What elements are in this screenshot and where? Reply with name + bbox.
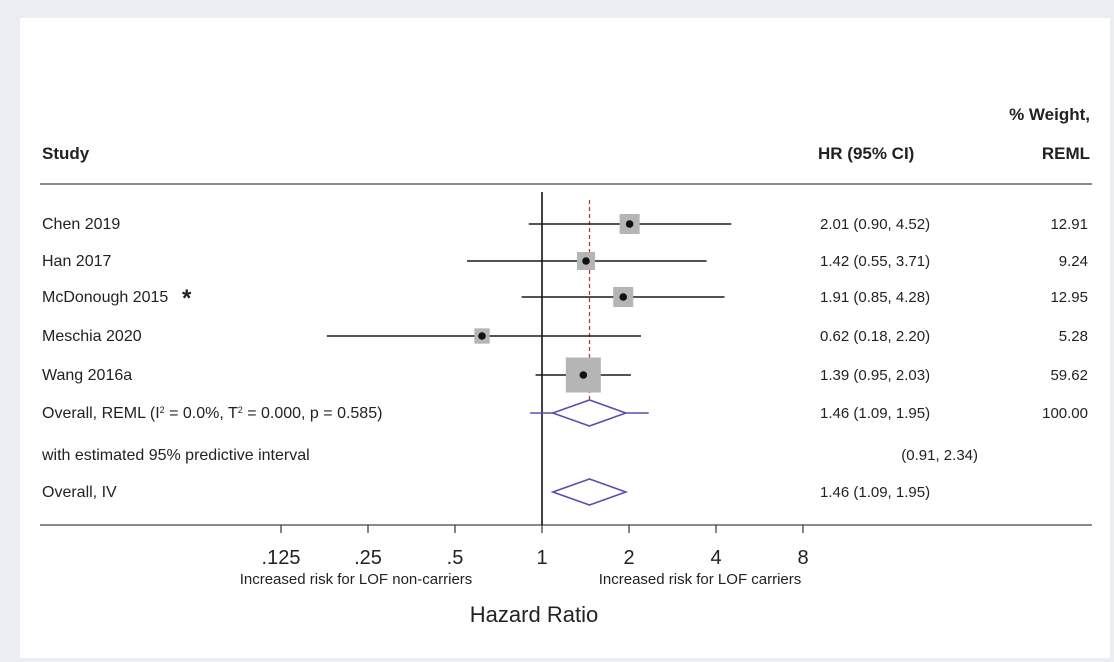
x-tick-label: 4	[710, 547, 721, 569]
overall-reml-hr: 1.46 (1.09, 1.95)	[820, 405, 930, 422]
hr-ci-value: 1.39 (0.95, 2.03)	[820, 367, 930, 384]
weight-value: 9.24	[1059, 253, 1088, 270]
x-axis-title: Hazard Ratio	[470, 602, 598, 627]
label-part: = 0.000, p = 0.585)	[243, 405, 383, 422]
superscript: 2	[238, 405, 243, 415]
predictive-interval-value: (0.91, 2.34)	[901, 447, 978, 464]
overall-iv-hr: 1.46 (1.09, 1.95)	[820, 484, 930, 501]
hr-ci-value: 1.91 (0.85, 4.28)	[820, 289, 930, 306]
forest-plot-canvas: Study HR (95% CI) % Weight, REML Chen 20…	[20, 18, 1110, 658]
overall-reml-weight: 100.00	[1042, 405, 1088, 422]
hr-ci-value: 0.62 (0.18, 2.20)	[820, 328, 930, 345]
x-axis: .125 .25 .5 1 2 4 8	[262, 525, 809, 569]
study-marker: *	[182, 285, 192, 312]
header-hr: HR (95% CI)	[818, 144, 914, 163]
weight-value: 5.28	[1059, 328, 1088, 345]
superscript: 2	[160, 405, 165, 415]
x-tick-label: .5	[447, 547, 464, 569]
x-axis-right-note: Increased risk for LOF carriers	[599, 571, 802, 588]
x-tick-label: .25	[354, 547, 382, 569]
header-weight-line1: % Weight,	[1009, 105, 1090, 124]
point-estimate	[625, 220, 634, 228]
study-label: Meschia 2020	[42, 328, 142, 345]
label-part: = 0.0%, T	[165, 405, 238, 422]
weight-value: 12.95	[1050, 289, 1088, 306]
x-tick-label: 2	[623, 547, 634, 569]
hr-ci-value: 1.42 (0.55, 3.71)	[820, 253, 930, 270]
weight-value: 12.91	[1050, 216, 1088, 233]
x-axis-left-note: Increased risk for LOF non-carriers	[240, 571, 473, 588]
study-label: Wang 2016a	[42, 367, 132, 384]
study-label: McDonough 2015	[42, 289, 168, 306]
predictive-interval-label: with estimated 95% predictive interval	[41, 447, 310, 464]
hr-ci-value: 2.01 (0.90, 4.52)	[820, 216, 930, 233]
overall-iv-diamond	[550, 478, 629, 506]
header-study: Study	[42, 144, 90, 163]
weight-value: 59.62	[1050, 367, 1088, 384]
study-label: Chen 2019	[42, 216, 120, 233]
point-estimate	[619, 293, 628, 301]
x-tick-label: 8	[797, 547, 808, 569]
forest-plot: Study HR (95% CI) % Weight, REML Chen 20…	[40, 105, 1092, 627]
overall-reml-label: Overall, REML (I2 = 0.0%, T2 = 0.000, p …	[42, 405, 382, 422]
x-tick-label: .125	[262, 547, 301, 569]
row-text: Chen 2019 2.01 (0.90, 4.52) 12.91 Han 2017 1…	[41, 216, 1088, 501]
header-weight-line2: REML	[1042, 144, 1090, 163]
overall-iv-label: Overall, IV	[42, 484, 117, 501]
x-tick-label: 1	[536, 547, 547, 569]
point-estimate	[582, 257, 590, 265]
point-estimate	[579, 371, 588, 379]
plot-marks	[326, 213, 732, 506]
overall-reml-diamond	[550, 399, 629, 427]
label-part: Overall, REML (I	[42, 405, 160, 422]
point-estimate	[478, 332, 486, 340]
study-label: Han 2017	[42, 253, 111, 270]
